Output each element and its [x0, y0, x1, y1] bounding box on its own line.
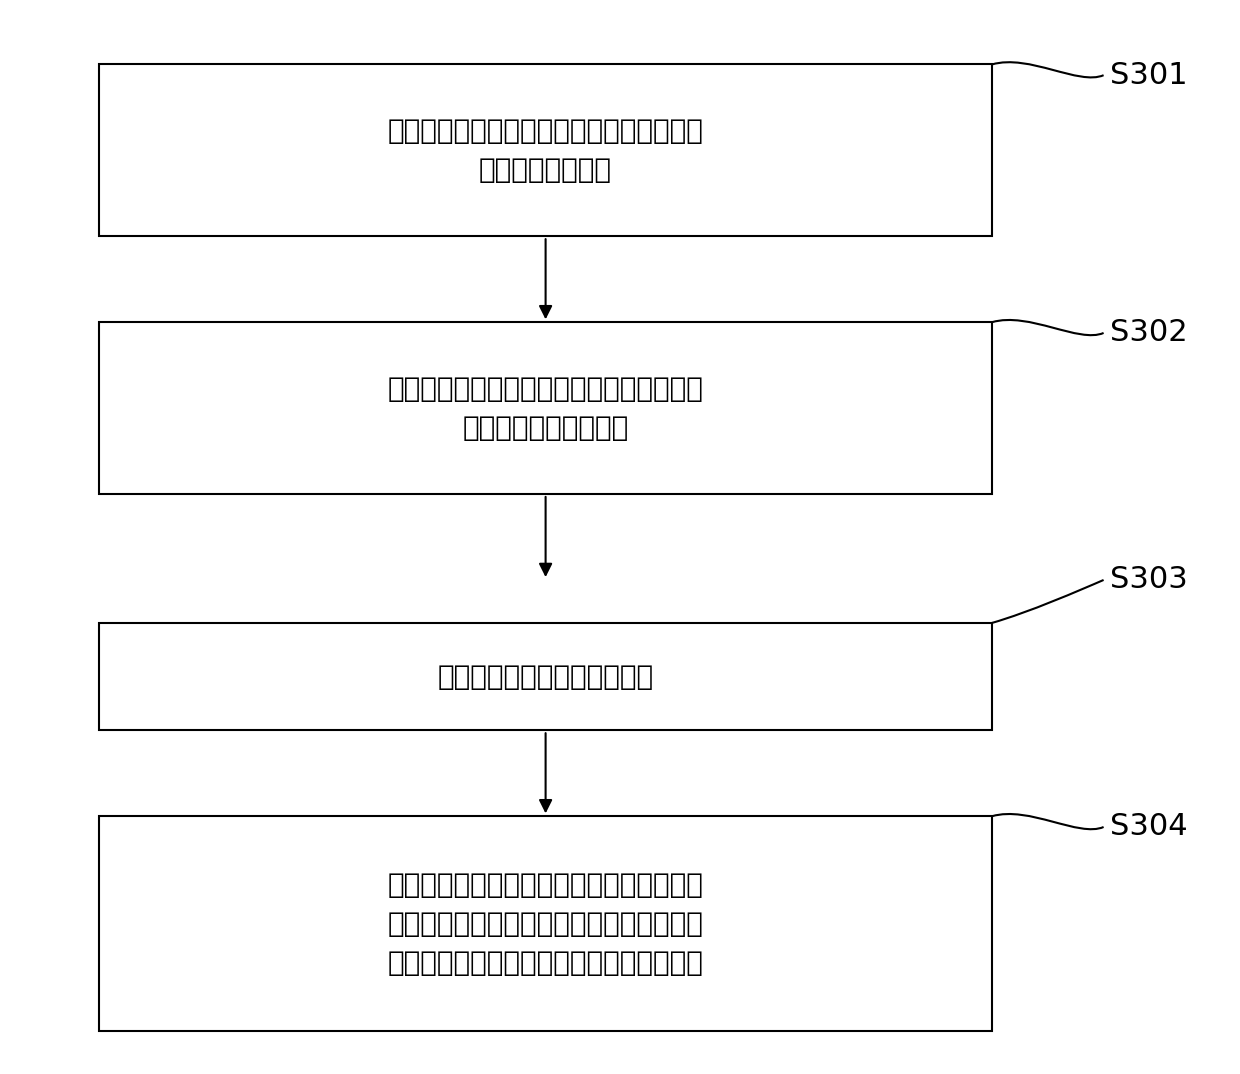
FancyBboxPatch shape: [99, 322, 992, 494]
Text: S301: S301: [1110, 60, 1188, 90]
Text: 将平稳的电压监测序列进行偏自相关函数建
模，得到偏自相关系数: 将平稳的电压监测序列进行偏自相关函数建 模，得到偏自相关系数: [388, 375, 703, 441]
FancyBboxPatch shape: [99, 64, 992, 236]
Text: 将平稳的电压监测序列进行自相关函数建模
，得到自相关系数: 将平稳的电压监测序列进行自相关函数建模 ，得到自相关系数: [388, 117, 703, 184]
Text: S303: S303: [1110, 565, 1188, 595]
FancyBboxPatch shape: [99, 623, 992, 730]
Text: S304: S304: [1110, 812, 1188, 842]
FancyBboxPatch shape: [99, 816, 992, 1031]
Text: S302: S302: [1110, 318, 1188, 348]
Text: 建立自回归积分滑动平均模型: 建立自回归积分滑动平均模型: [438, 663, 653, 691]
Text: 根据自回归积分平均模型及自相关系数、偏
自相关系数对电压监测点的平稳的电压检测
数据进行时间序列建模，得到时间序列模型: 根据自回归积分平均模型及自相关系数、偏 自相关系数对电压监测点的平稳的电压检测 …: [388, 871, 703, 976]
